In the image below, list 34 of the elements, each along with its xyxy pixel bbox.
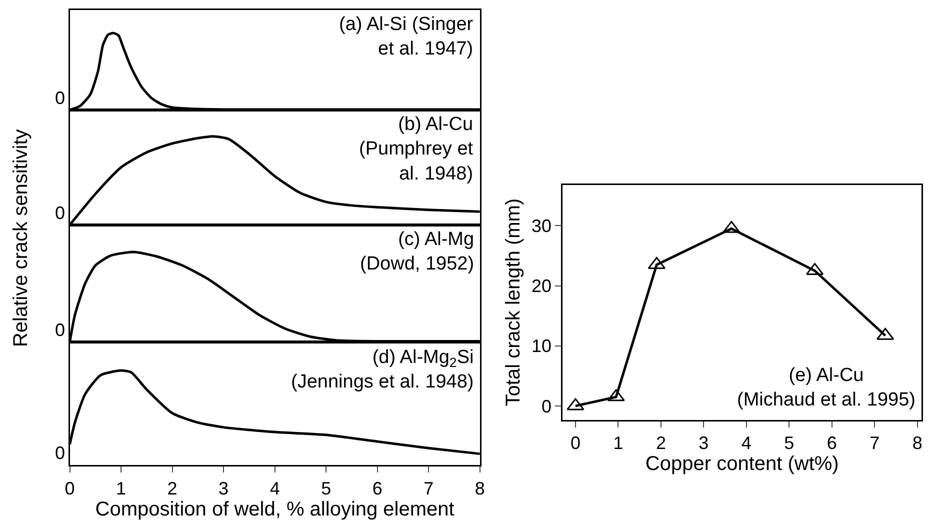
y-tick-label: 20 xyxy=(532,276,552,296)
annotation: (e) Al-Cu (Michaud et al. 1995) xyxy=(737,365,916,411)
annotation: (a) Al-Si (Singer et al. 1947) xyxy=(339,14,474,60)
x-tick-label: 2 xyxy=(167,478,178,498)
y-tick-label: 0 xyxy=(542,396,552,416)
annotation: (d) Al-Mg$_{2}$Si (Jennings et al. 1948) xyxy=(291,347,474,393)
x-tick-label: 4 xyxy=(741,432,752,453)
x-tick-label: 3 xyxy=(218,478,229,498)
x-tick-label: 2 xyxy=(656,432,666,453)
y-axis-title: Relative crack sensitivity xyxy=(10,129,32,348)
x-tick-label: 8 xyxy=(912,432,922,453)
x-tick-label: 7 xyxy=(870,432,880,453)
text: 0 xyxy=(55,88,66,108)
x-tick-label: 6 xyxy=(372,478,382,498)
y-axis-title: Total crack length (mm) xyxy=(502,198,524,406)
text: 0 xyxy=(55,203,66,223)
x-tick-label: 5 xyxy=(321,478,332,498)
x-axis-title: Composition of weld, % alloying element xyxy=(95,498,455,521)
x-tick-label: 6 xyxy=(826,432,837,453)
text: 0 xyxy=(55,320,66,340)
x-tick-label: 1 xyxy=(116,478,126,498)
x-tick-label: 1 xyxy=(613,432,624,453)
y-tick-label: 10 xyxy=(532,336,552,356)
x-tick-label: 7 xyxy=(424,478,434,498)
annotation: (c) Al-Mg (Dowd, 1952) xyxy=(360,229,474,275)
x-tick-label: 3 xyxy=(698,432,709,453)
x-tick-label: 5 xyxy=(784,432,794,453)
x-axis-title: Copper content (wt%) xyxy=(645,453,839,476)
x-tick-label: 0 xyxy=(64,478,75,498)
annotation: (b) Al-Cu (Pumphrey et al. 1948) xyxy=(359,114,474,184)
x-tick-label: 8 xyxy=(474,478,485,498)
x-tick-label: 0 xyxy=(570,432,580,453)
y-tick-label: 30 xyxy=(532,216,552,236)
x-tick-label: 4 xyxy=(270,478,280,498)
